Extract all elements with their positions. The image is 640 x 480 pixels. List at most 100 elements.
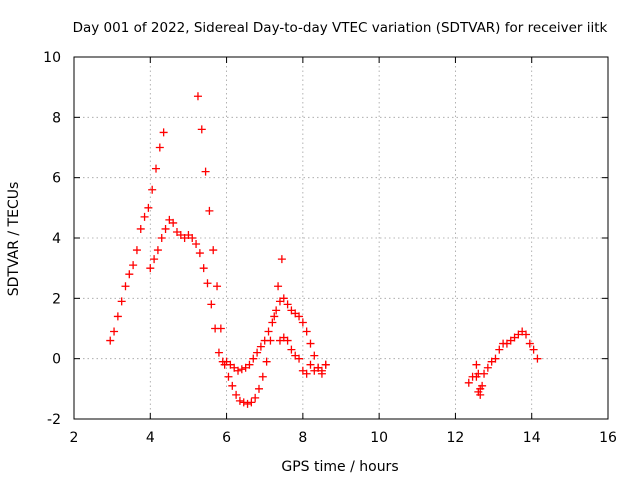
data-point [148,185,157,194]
series-track-6 [472,372,487,399]
data-point [216,324,225,333]
data-point [214,348,223,357]
chart-title: Day 001 of 2022, Sidereal Day-to-day VTE… [73,20,608,36]
data-point [157,234,166,242]
data-point [249,354,258,363]
data-point [274,282,283,291]
data-point [153,246,162,255]
data-point [121,282,130,291]
data-points [106,92,542,408]
data-point [295,354,304,363]
data-point [258,372,267,381]
y-tick-label: -2 [47,412,61,428]
data-point [228,381,237,390]
data-point [464,378,473,387]
data-point [306,339,315,348]
data-point [192,240,201,249]
data-point [317,369,326,378]
data-point [472,360,481,369]
data-point [495,345,504,354]
data-point [235,396,244,405]
data-point [529,345,538,354]
data-point [239,398,248,407]
data-point [237,365,246,374]
data-point [480,369,489,378]
data-point [525,339,534,348]
data-point [193,92,202,101]
data-point [321,360,330,369]
data-point [136,224,145,233]
x-axis-label: GPS time / hours [281,459,398,475]
data-point [106,336,115,345]
data-point [251,393,260,402]
ticks: 2 4 6 8 10 12 14 16 -2 0 2 4 6 8 10 [43,50,617,446]
y-tick-label: 0 [52,352,61,368]
y-tick-label: 10 [43,50,61,66]
data-point [110,327,119,336]
data-point [146,264,155,273]
data-point [203,279,212,288]
data-point [188,234,197,242]
data-point [302,327,311,336]
data-point [270,312,279,321]
data-point [262,357,271,366]
data-point [302,369,311,378]
data-point [195,249,204,258]
data-point [220,360,229,369]
x-tick-label: 2 [70,430,79,446]
data-point [113,312,122,321]
series-track-5 [464,327,542,393]
data-point [224,372,233,381]
data-point [491,354,500,363]
data-point [243,399,252,408]
data-point [310,351,319,360]
data-point [161,224,170,233]
data-point [213,282,222,291]
y-tick-label: 8 [52,110,61,126]
data-point [199,264,208,273]
data-point [283,336,292,345]
data-point [476,390,485,399]
data-point [478,381,487,390]
data-point [295,312,304,321]
series-track-4 [275,333,330,378]
data-point [272,306,281,315]
data-point [283,300,292,309]
data-point [279,294,288,303]
data-point [150,255,159,264]
data-point [245,360,254,369]
y-tick-label: 6 [52,171,61,187]
data-point [521,330,530,339]
y-tick-label: 2 [52,291,61,307]
data-point [232,390,241,399]
data-point [201,167,210,176]
x-tick-label: 16 [599,430,617,446]
x-tick-label: 4 [146,430,155,446]
data-point [169,218,178,227]
series-track-1 [106,128,168,345]
data-point [247,398,256,407]
x-tick-label: 8 [298,430,307,446]
data-point [306,360,315,369]
data-point [132,246,141,255]
data-point [205,206,214,215]
series-track-2 [146,215,330,375]
x-tick-label: 10 [370,430,388,446]
data-point [197,125,206,134]
y-axis-label: SDTVAR / TECUs [6,182,22,297]
data-point [533,354,542,363]
data-point [125,270,134,279]
data-point [277,255,286,264]
data-point [314,363,323,372]
y-tick-label: 4 [52,231,61,247]
data-point [483,363,492,372]
data-point [234,366,243,375]
data-point [472,372,481,381]
data-point [159,128,168,137]
data-point [140,212,149,221]
data-point [287,345,296,354]
data-point [264,327,273,336]
data-point [256,342,265,351]
data-point [209,246,218,255]
